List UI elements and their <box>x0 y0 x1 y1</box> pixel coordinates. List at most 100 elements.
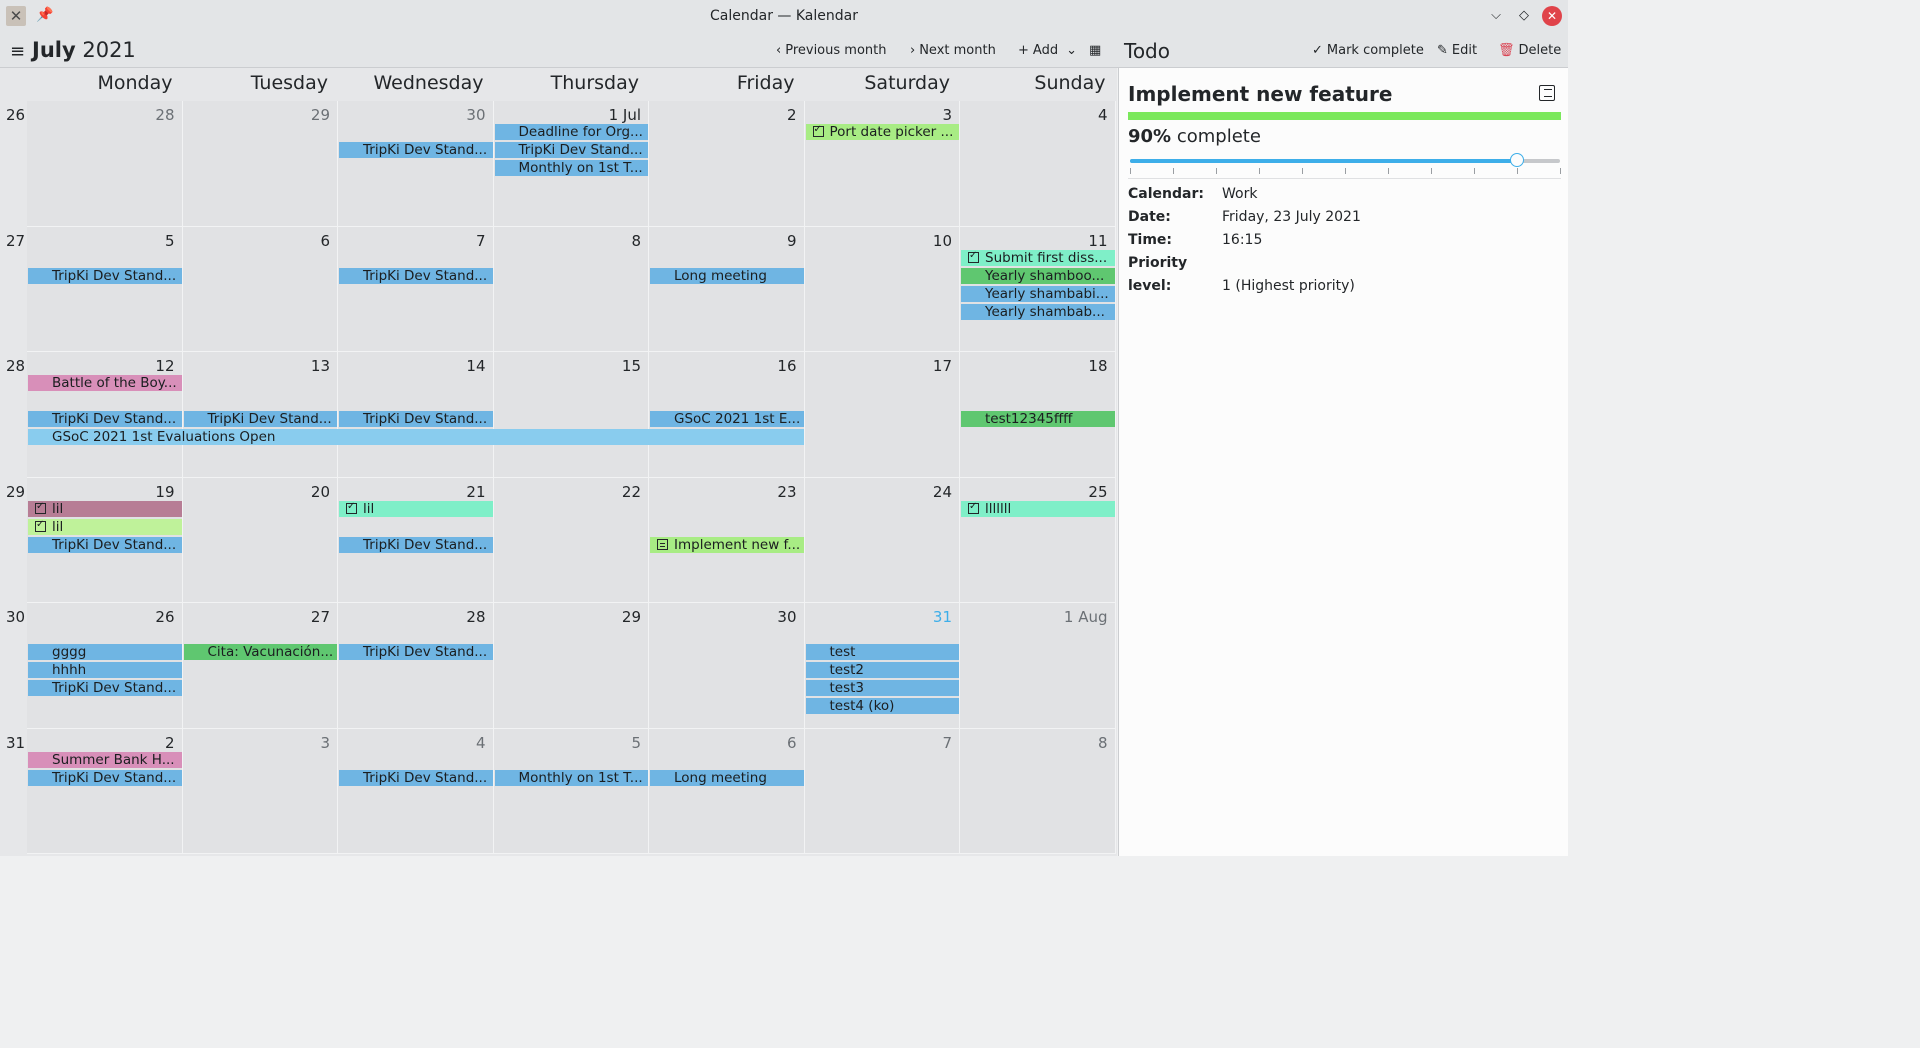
todo-list-icon[interactable] <box>1539 85 1555 101</box>
day-cell[interactable] <box>493 352 649 478</box>
calendar-event[interactable]: hhhh <box>28 662 182 678</box>
calendar-event[interactable]: Summer Bank H... <box>28 751 182 768</box>
calendar-view-icon[interactable]: ▦ <box>1089 43 1102 58</box>
day-number[interactable]: 19 <box>155 482 175 501</box>
day-cell[interactable] <box>338 728 494 854</box>
calendar-event[interactable]: Yearly shambab... <box>961 303 1115 320</box>
day-cell[interactable] <box>960 728 1116 854</box>
day-cell[interactable] <box>493 477 649 603</box>
day-number[interactable]: 16 <box>777 357 797 375</box>
calendar-event[interactable]: TripKi Dev Stand... <box>28 536 182 553</box>
day-cell[interactable] <box>960 101 1116 227</box>
day-number[interactable]: 17 <box>932 357 952 375</box>
day-cell[interactable] <box>182 603 338 729</box>
day-number[interactable]: 15 <box>621 357 641 375</box>
minimize-icon[interactable]: ⌵ <box>1491 8 1501 23</box>
calendar-event[interactable]: GSoC 2021 1st Evaluations Open <box>28 429 804 445</box>
calendar-event[interactable]: Yearly shambabi... <box>961 285 1115 302</box>
calendar-event[interactable]: test4 (ko) <box>805 698 959 714</box>
calendar-event[interactable]: test <box>805 644 959 660</box>
calendar-event[interactable]: lil <box>28 500 182 517</box>
day-cell[interactable] <box>804 226 960 352</box>
day-number[interactable]: 29 <box>310 106 330 124</box>
day-number[interactable]: 6 <box>320 231 330 250</box>
day-cell[interactable] <box>804 101 960 227</box>
day-cell[interactable] <box>804 352 960 478</box>
day-number[interactable]: 20 <box>310 482 330 501</box>
day-number[interactable]: 24 <box>932 482 952 501</box>
delete-button[interactable]: 🗑 Delete <box>1498 43 1562 58</box>
day-number[interactable]: 28 <box>466 608 486 626</box>
day-cell[interactable] <box>338 603 494 729</box>
calendar-event[interactable]: Submit first diss... <box>961 249 1115 266</box>
calendar-event[interactable]: TripKi Dev Stand... <box>339 769 493 786</box>
calendar-event[interactable]: TripKi Dev Stand... <box>494 142 648 158</box>
day-cell[interactable] <box>960 477 1116 603</box>
calendar-event[interactable]: Monthly on 1st T... <box>494 160 648 176</box>
day-number[interactable]: 1 Jul <box>608 106 641 124</box>
calendar-event[interactable]: TripKi Dev Stand... <box>339 411 493 427</box>
calendar-event[interactable]: Implement new f... <box>650 536 804 553</box>
hamburger-menu-icon[interactable]: ≡ <box>10 41 26 62</box>
calendar-event[interactable]: Long meeting <box>650 769 804 786</box>
calendar-event[interactable]: test2 <box>805 662 959 678</box>
calendar-event[interactable]: test3 <box>805 680 959 696</box>
calendar-event[interactable]: lil <box>28 518 182 535</box>
calendar-event[interactable]: TripKi Dev Stand... <box>339 536 493 553</box>
day-cell[interactable] <box>493 226 649 352</box>
day-number[interactable]: 1 Aug <box>1063 608 1108 626</box>
day-number[interactable]: 26 <box>155 608 175 626</box>
calendar-event[interactable]: GSoC 2021 1st E... <box>650 411 804 427</box>
day-number[interactable]: 23 <box>777 482 797 501</box>
calendar-event[interactable]: lllllll <box>961 500 1115 517</box>
day-cell[interactable] <box>649 603 805 729</box>
calendar-event[interactable]: TripKi Dev Stand... <box>28 267 182 284</box>
day-number[interactable]: 3 <box>320 733 330 752</box>
day-cell[interactable] <box>182 728 338 854</box>
day-number[interactable]: 31 <box>932 608 952 626</box>
day-cell[interactable] <box>649 101 805 227</box>
calendar-event[interactable]: gggg <box>28 644 182 660</box>
day-cell[interactable] <box>27 226 183 352</box>
day-number[interactable]: 8 <box>1097 733 1108 752</box>
calendar-event[interactable]: TripKi Dev Stand... <box>339 267 493 284</box>
calendar-event[interactable]: Long meeting <box>650 267 804 284</box>
edit-button[interactable]: ✎ Edit <box>1437 43 1478 58</box>
day-cell[interactable] <box>27 101 183 227</box>
calendar-event[interactable]: Monthly on 1st T... <box>494 769 648 786</box>
day-number[interactable]: 25 <box>1088 482 1108 501</box>
calendar-event[interactable]: TripKi Dev Stand... <box>28 411 182 427</box>
calendar-event[interactable]: test12345ffff <box>961 411 1115 427</box>
day-number[interactable]: 12 <box>155 357 175 375</box>
day-number[interactable]: 7 <box>475 231 486 250</box>
day-cell[interactable] <box>182 477 338 603</box>
next-month-button[interactable]: › Next month <box>910 43 996 58</box>
day-cell[interactable] <box>804 477 960 603</box>
day-number[interactable]: 30 <box>466 106 486 124</box>
day-cell[interactable] <box>649 728 805 854</box>
calendar-event[interactable]: Port date picker ... <box>805 124 959 140</box>
day-number[interactable]: 5 <box>164 231 175 250</box>
day-number[interactable]: 21 <box>466 482 486 501</box>
day-number[interactable]: 14 <box>466 357 486 375</box>
day-number[interactable]: 29 <box>621 608 641 626</box>
day-number[interactable]: 4 <box>1097 106 1108 124</box>
day-cell[interactable] <box>182 101 338 227</box>
day-number[interactable]: 8 <box>631 231 641 250</box>
day-cell[interactable] <box>338 101 494 227</box>
calendar-event[interactable]: Yearly shamboo... <box>961 267 1115 284</box>
day-cell[interactable] <box>338 226 494 352</box>
calendar-event[interactable]: TripKi Dev Stand... <box>339 644 493 660</box>
pin-icon[interactable]: 📌 <box>36 7 54 23</box>
day-number[interactable]: 4 <box>475 733 486 752</box>
slider-handle[interactable] <box>1510 153 1524 167</box>
day-cell[interactable] <box>493 603 649 729</box>
day-cell[interactable] <box>182 226 338 352</box>
calendar-event[interactable]: TripKi Dev Stand... <box>28 680 182 696</box>
day-number[interactable]: 11 <box>1088 231 1108 250</box>
day-number[interactable]: 2 <box>786 106 797 124</box>
day-cell[interactable] <box>27 728 183 854</box>
day-number[interactable]: 5 <box>631 733 641 752</box>
mark-complete-button[interactable]: ✓ Mark complete <box>1312 43 1424 58</box>
day-number[interactable]: 10 <box>932 231 952 250</box>
